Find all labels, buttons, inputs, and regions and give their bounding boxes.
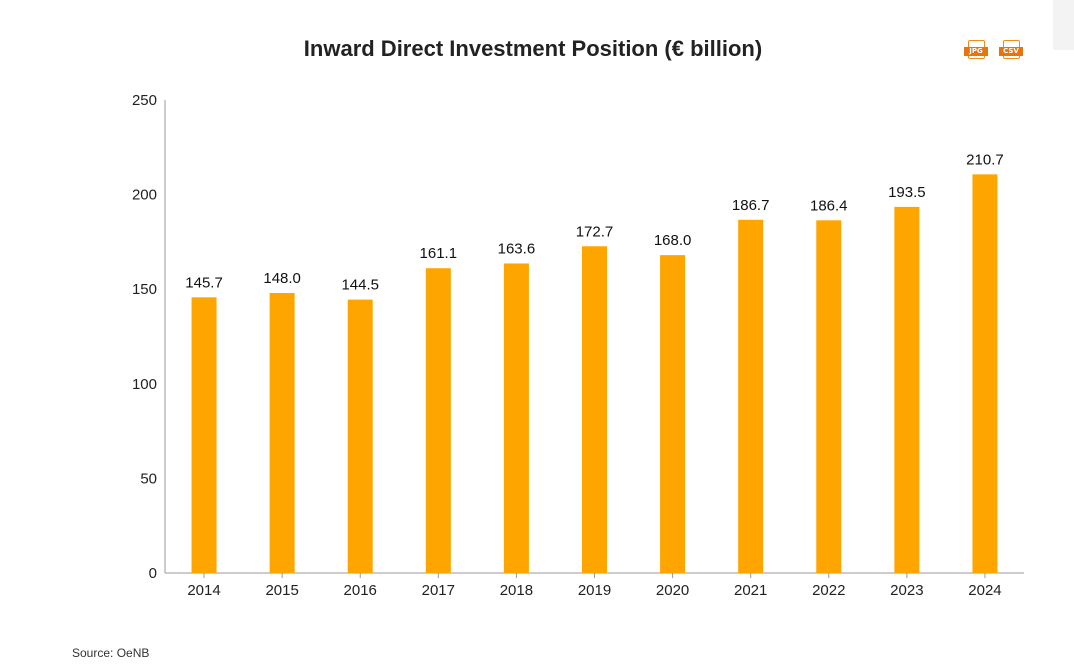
- data-label: 193.5: [888, 184, 926, 201]
- download-csv-label: CSV: [999, 47, 1023, 56]
- x-tick-label: 2018: [500, 582, 533, 599]
- download-jpg-button[interactable]: JPG: [964, 40, 988, 60]
- x-tick-label: 2014: [187, 582, 220, 599]
- download-jpg-label: JPG: [964, 47, 988, 56]
- bar: [347, 299, 373, 573]
- y-tick-label: 200: [132, 187, 157, 204]
- y-tick-label: 0: [149, 565, 157, 582]
- data-label: 163.6: [498, 240, 536, 257]
- x-tick-label: 2023: [890, 582, 923, 599]
- data-label: 168.0: [654, 232, 692, 249]
- data-label: 148.0: [263, 270, 301, 287]
- x-tick-label: 2019: [578, 582, 611, 599]
- bar: [269, 292, 295, 573]
- bar: [191, 297, 217, 573]
- data-label: 186.4: [810, 197, 848, 214]
- bar: [894, 206, 920, 573]
- y-tick-label: 50: [140, 470, 157, 487]
- x-tick-label: 2024: [968, 582, 1001, 599]
- data-label: 144.5: [341, 277, 379, 294]
- data-label: 186.7: [732, 197, 770, 214]
- x-tick-label: 2015: [265, 582, 298, 599]
- scrollbar-track[interactable]: [1053, 0, 1074, 50]
- y-tick-label: 150: [132, 281, 157, 298]
- bar: [503, 263, 529, 573]
- x-tick-label: 2021: [734, 582, 767, 599]
- data-label: 145.7: [185, 274, 223, 291]
- bar: [738, 219, 764, 573]
- value-labels-group: 145.7 148.0 144.5 161.1 163.6 172.7 168.0 186.7…: [185, 151, 1003, 293]
- bar: [972, 174, 998, 574]
- x-tick-label: 2017: [422, 582, 455, 599]
- source-note: Source: OeNB: [72, 646, 150, 660]
- bar: [816, 220, 842, 573]
- download-csv-button[interactable]: CSV: [999, 40, 1023, 60]
- bar: [660, 255, 686, 574]
- data-label: 210.7: [966, 151, 1004, 168]
- bars-group: [191, 174, 998, 574]
- x-tick-label: 2016: [344, 582, 377, 599]
- x-tick-label: 2022: [812, 582, 845, 599]
- y-tick-label: 100: [132, 376, 157, 393]
- data-label: 172.7: [576, 223, 614, 240]
- data-label: 161.1: [420, 245, 458, 262]
- y-tick-label: 250: [132, 92, 157, 109]
- chart-title: Inward Direct Investment Position (€ bil…: [303, 36, 763, 61]
- x-tick-label: 2020: [656, 582, 689, 599]
- bar: [582, 246, 607, 574]
- x-axis: 2014 2015 2016 2017 2018 2019 2020 2021 2022 2023…: [165, 572, 1024, 599]
- bar-chart: 0 50 100 150 200 250 2014 2015 2016 2017 2018 2019…: [132, 92, 1024, 599]
- y-axis: 0 50 100 150 200 250: [132, 92, 166, 582]
- bar: [425, 268, 451, 573]
